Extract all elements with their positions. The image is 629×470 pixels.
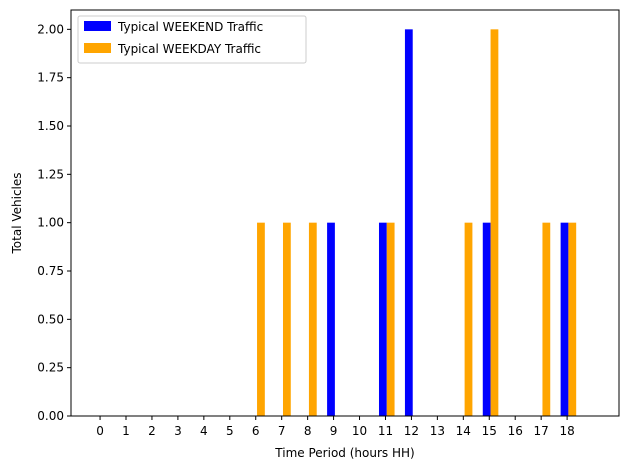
weekday-bar-5 [490, 29, 499, 416]
x-tick-label-18: 18 [559, 424, 574, 438]
x-tick-label-2: 2 [148, 424, 156, 438]
legend-swatch-weekday [84, 43, 111, 53]
x-tick-label-15: 15 [482, 424, 497, 438]
x-axis-label: Time Period (hours HH) [274, 446, 414, 460]
y-tick-label-4: 1.00 [37, 216, 64, 230]
x-tick-label-8: 8 [304, 424, 312, 438]
y-tick-label-8: 2.00 [37, 22, 64, 36]
weekday-bar-1 [282, 222, 291, 416]
x-tick-label-17: 17 [534, 424, 549, 438]
x-axis: 0 1 2 3 4 5 6 7 8 9 10 11 12 13 14 15 16 17 18 [96, 416, 575, 438]
legend: Typical WEEKEND Traffic Typical WEEKDAY … [77, 15, 307, 64]
x-tick-label-3: 3 [174, 424, 182, 438]
x-tick-label-1: 1 [122, 424, 130, 438]
weekday-bar-4 [464, 222, 473, 416]
y-axis: 0.00 0.25 0.50 0.75 1.00 1.25 1.50 1.75 2.00 [37, 22, 71, 423]
y-tick-label-1: 0.25 [37, 361, 64, 375]
bars-layer [257, 29, 577, 416]
x-tick-label-13: 13 [430, 424, 445, 438]
weekend-bar-0 [327, 222, 335, 416]
x-tick-label-16: 16 [508, 424, 523, 438]
y-axis-label: Total Vehicles [10, 172, 24, 254]
x-tick-label-4: 4 [200, 424, 208, 438]
x-tick-label-10: 10 [352, 424, 367, 438]
weekend-bar-4 [560, 222, 569, 416]
weekday-bar-6 [542, 222, 551, 416]
legend-swatch-weekend [84, 21, 111, 31]
y-tick-label-2: 0.50 [37, 312, 64, 326]
weekend-bar-3 [482, 222, 491, 416]
x-tick-label-7: 7 [278, 424, 286, 438]
weekday-bar-0 [257, 222, 265, 416]
y-tick-label-3: 0.75 [37, 264, 64, 278]
weekend-bar-1 [378, 222, 387, 416]
x-tick-label-5: 5 [226, 424, 234, 438]
weekday-bar-2 [308, 222, 317, 416]
x-tick-label-0: 0 [96, 424, 104, 438]
y-tick-label-0: 0.00 [37, 409, 64, 423]
legend-label-weekday: Typical WEEKDAY Traffic [117, 42, 261, 56]
weekday-bar-7 [568, 222, 577, 416]
x-tick-label-11: 11 [378, 424, 393, 438]
y-tick-label-7: 1.75 [37, 71, 64, 85]
weekend-bar-2 [404, 29, 413, 416]
y-tick-label-6: 1.50 [37, 119, 64, 133]
x-tick-label-14: 14 [456, 424, 471, 438]
x-tick-label-9: 9 [330, 424, 338, 438]
x-tick-label-12: 12 [404, 424, 419, 438]
x-tick-label-6: 6 [252, 424, 260, 438]
y-tick-label-5: 1.25 [37, 167, 64, 181]
plot-frame [70, 9, 620, 417]
legend-label-weekend: Typical WEEKEND Traffic [117, 20, 263, 34]
weekday-bar-3 [386, 222, 395, 416]
legend-box [77, 15, 307, 64]
